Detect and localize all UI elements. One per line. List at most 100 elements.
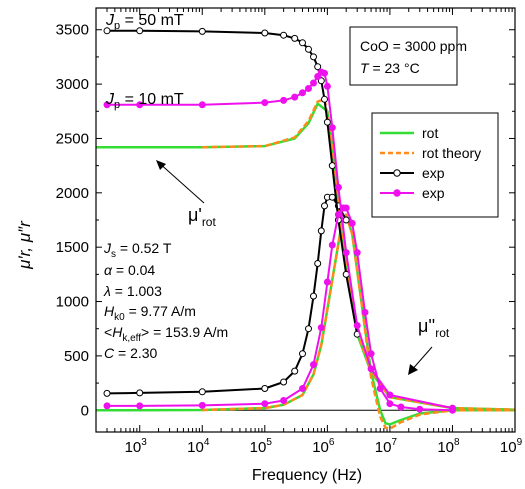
x-tick-label: 109 xyxy=(500,437,523,456)
data-point-mu-prime-50mT xyxy=(310,53,317,61)
data-point-mu-prime-50mT xyxy=(305,45,312,53)
data-point-mu-double-prime-50mT xyxy=(305,325,312,333)
data-point-mu-double-prime-10mT xyxy=(323,278,331,286)
legend-label-exp-10: exp xyxy=(422,185,445,201)
data-point-mu-prime-50mT xyxy=(314,63,322,71)
plot-area-border xyxy=(95,7,516,433)
data-point-mu-double-prime-10mT xyxy=(280,397,288,404)
param-lambda: λ = 1.003 xyxy=(103,283,162,299)
data-point-mu-prime-10mT xyxy=(280,96,288,104)
series-line-mu-double-prime-rot-theory xyxy=(202,213,515,430)
data-point-mu-double-prime-10mT xyxy=(416,405,424,413)
data-point-mu-prime-10mT xyxy=(367,365,375,373)
data-point-mu-prime-10mT xyxy=(136,101,144,109)
x-tick-label: 104 xyxy=(187,437,210,456)
legend-marker-exp-10 xyxy=(393,189,401,197)
data-point-mu-double-prime-50mT xyxy=(299,350,306,358)
data-point-mu-double-prime-10mT xyxy=(261,400,269,408)
data-point-mu-double-prime-50mT xyxy=(136,389,144,397)
data-point-mu-double-prime-10mT xyxy=(386,400,394,408)
data-point-mu-double-prime-50mT xyxy=(280,378,288,386)
param-alpha: α = 0.04 xyxy=(104,262,155,278)
data-point-mu-double-prime-10mT xyxy=(299,385,306,392)
legend-label-rot-theory: rot theory xyxy=(422,145,481,161)
data-point-mu-double-prime-50mT xyxy=(103,389,111,397)
data-point-mu-prime-50mT xyxy=(198,27,206,35)
annotation-mu-rot-double-prime: μ''rot xyxy=(418,316,450,340)
y-tick-label: 2000 xyxy=(56,185,89,202)
y-tick-label: 500 xyxy=(64,348,89,365)
legend-label-exp-50: exp xyxy=(422,165,445,181)
data-point-mu-prime-10mT xyxy=(323,82,331,90)
parameter-list: Js = 0.52 T α = 0.04 λ = 1.003 Hk0 = 9.7… xyxy=(103,240,228,361)
data-point-mu-double-prime-10mT xyxy=(103,402,111,410)
info-box-line2: T = 23 °C xyxy=(360,60,420,76)
plot-frame xyxy=(95,7,516,433)
data-point-mu-prime-10mT xyxy=(386,391,394,399)
data-point-mu-prime-10mT xyxy=(103,101,111,109)
y-tick-label: 1000 xyxy=(56,294,89,311)
x-tick-label: 105 xyxy=(250,437,273,456)
data-point-mu-prime-10mT xyxy=(314,73,322,80)
data-point-mu-double-prime-50mT xyxy=(328,193,336,201)
param-c: C = 2.30 xyxy=(104,345,158,361)
y-axis-label: μ′r, μ″r xyxy=(15,220,34,270)
data-point-mu-prime-10mT xyxy=(299,89,306,97)
data-point-mu-double-prime-50mT xyxy=(198,388,206,396)
data-point-mu-prime-50mT xyxy=(136,27,144,35)
legend-label-rot: rot xyxy=(422,125,438,141)
data-point-mu-prime-50mT xyxy=(321,95,328,103)
data-point-mu-prime-50mT xyxy=(103,27,111,35)
data-point-mu-prime-10mT xyxy=(342,249,350,257)
annotation-mu-rot-prime: μ'rot xyxy=(188,205,216,229)
data-point-mu-prime-50mT xyxy=(299,39,306,47)
data-point-mu-double-prime-10mT xyxy=(353,249,361,257)
x-tick-label: 107 xyxy=(375,437,398,456)
data-point-mu-double-prime-10mT xyxy=(361,308,369,316)
data-point-mu-prime-10mT xyxy=(321,69,328,77)
x-tick-label: 108 xyxy=(437,437,460,456)
data-point-mu-double-prime-10mT xyxy=(136,402,144,410)
data-point-mu-double-prime-50mT xyxy=(317,227,325,235)
data-point-mu-double-prime-10mT xyxy=(198,401,206,409)
data-point-mu-double-prime-10mT xyxy=(317,324,325,332)
param-hk0: Hk0 = 9.77 A/m xyxy=(104,303,196,323)
series-layer xyxy=(95,27,516,430)
y-tick-label: 3000 xyxy=(56,76,89,93)
info-box xyxy=(349,26,458,86)
data-point-mu-prime-50mT xyxy=(261,29,269,37)
data-point-mu-prime-50mT xyxy=(323,118,331,126)
data-point-mu-prime-10mT xyxy=(328,124,336,132)
data-point-mu-double-prime-50mT xyxy=(261,385,269,392)
param-hkeff: <Hk,eff> = 153.9 A/m xyxy=(104,324,228,344)
arrowhead-mu-rot-double-prime xyxy=(408,364,418,375)
data-point-mu-double-prime-10mT xyxy=(367,350,375,358)
y-tick-label: 1500 xyxy=(56,239,89,256)
data-point-mu-prime-10mT xyxy=(310,79,317,87)
data-point-mu-prime-10mT xyxy=(198,101,206,109)
data-point-mu-prime-10mT xyxy=(261,99,269,107)
annotation-jp-50: Jp = 50 mT xyxy=(105,12,184,32)
data-point-mu-prime-10mT xyxy=(334,183,342,191)
y-tick-label: 3500 xyxy=(56,22,89,39)
data-point-mu-prime-10mT xyxy=(305,85,312,92)
data-point-mu-double-prime-50mT xyxy=(314,260,322,267)
arrowhead-mu-rot-prime xyxy=(156,160,166,170)
data-point-mu-prime-10mT xyxy=(449,404,456,412)
data-point-mu-prime-50mT xyxy=(291,34,299,42)
legend-marker-exp-50 xyxy=(393,169,401,177)
annotation-jp-10: Jp = 10 mT xyxy=(105,91,184,111)
data-point-mu-double-prime-10mT xyxy=(342,204,350,212)
data-point-mu-double-prime-50mT xyxy=(342,216,350,224)
data-point-mu-double-prime-10mT xyxy=(328,241,336,249)
data-point-mu-double-prime-50mT xyxy=(321,202,328,210)
legend: rot rot theory exp exp xyxy=(371,112,499,218)
y-tick-label: 0 xyxy=(81,402,89,419)
data-point-mu-prime-50mT xyxy=(328,162,336,170)
data-point-mu-double-prime-50mT xyxy=(310,292,317,300)
data-point-mu-double-prime-10mT xyxy=(397,403,405,411)
data-point-mu-double-prime-10mT xyxy=(348,219,356,227)
data-point-mu-double-prime-50mT xyxy=(291,367,299,375)
x-tick-label: 106 xyxy=(312,437,335,456)
